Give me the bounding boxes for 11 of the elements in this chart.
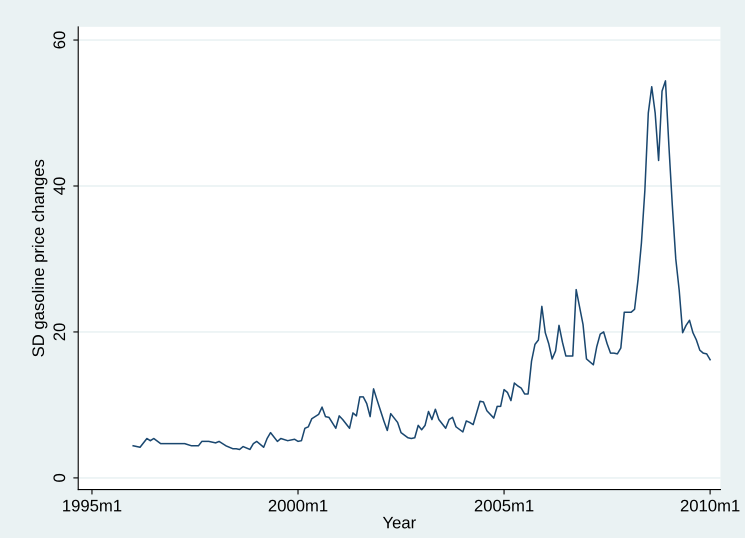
y-tick-label: 60: [53, 31, 66, 48]
x-tick-label: 2010m1: [680, 500, 740, 512]
x-tick-label: 1995m1: [63, 500, 122, 512]
y-tick-label: 40: [53, 177, 66, 195]
x-axis-title: Year: [382, 516, 416, 528]
x-tick-label: 2000m1: [268, 500, 328, 512]
line-series: [132, 80, 711, 450]
y-tick-label: 0: [53, 474, 66, 482]
x-tick-label: 2005m1: [474, 500, 534, 512]
y-axis-title: SD gasoline price changes: [32, 160, 48, 357]
y-tick-label: 20: [53, 323, 66, 340]
